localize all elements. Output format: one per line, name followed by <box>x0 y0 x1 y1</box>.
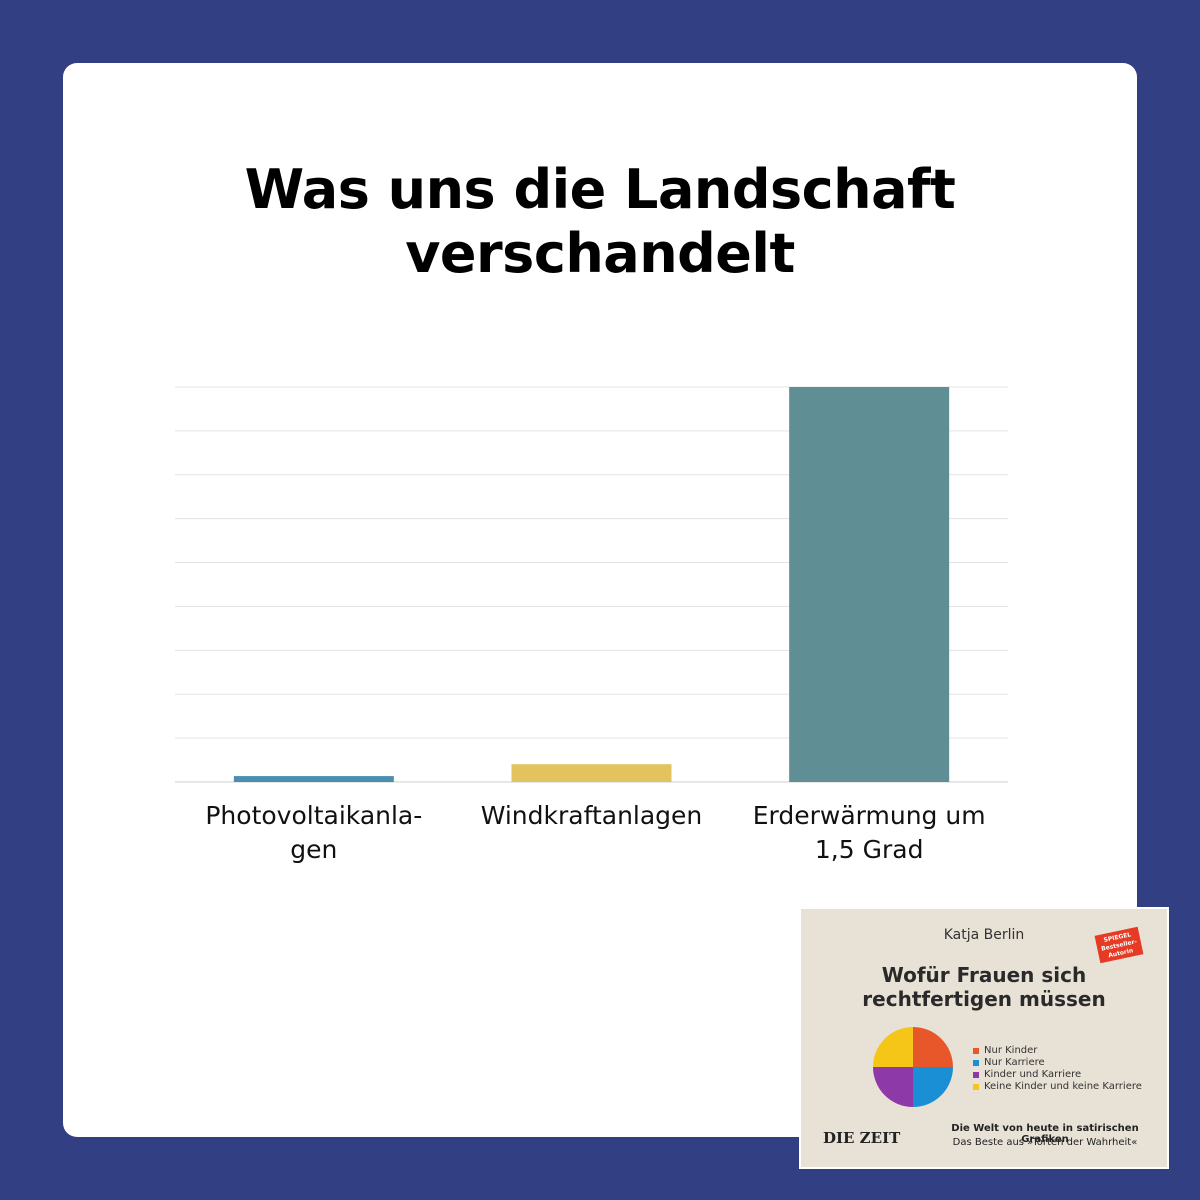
legend-label: Nur Karriere <box>984 1057 1045 1068</box>
legend-item: Kinder und Karriere <box>973 1069 1142 1081</box>
legend-swatch <box>973 1084 979 1090</box>
bar <box>789 387 950 782</box>
legend-item: Keine Kinder und keine Karriere <box>973 1081 1142 1093</box>
publisher-logo: DIE ZEIT <box>823 1129 901 1147</box>
pie-chart-icon <box>873 1027 953 1107</box>
legend-label: Keine Kinder und keine Karriere <box>984 1081 1142 1092</box>
legend-label: Kinder und Karriere <box>984 1069 1082 1080</box>
bar <box>233 776 394 782</box>
chart-title-line-1: Was uns die Landschaft <box>244 158 956 221</box>
book-title-line-2: rechtfertigen müssen <box>862 987 1106 1011</box>
bar <box>511 764 672 782</box>
x-tick-label-line: Photovoltaikanla- <box>205 801 422 830</box>
book-pie-legend: Nur Kinder Nur Karriere Kinder und Karri… <box>973 1045 1142 1093</box>
x-tick-label-line: Erderwärmung um <box>753 801 986 830</box>
legend-swatch <box>973 1048 979 1054</box>
chart-title: Was uns die Landschaft verschandelt <box>0 158 1200 286</box>
book-tagline: Die Welt von heute in satirischen Grafik… <box>951 1123 1139 1145</box>
book-subtagline: Das Beste aus »Torten der Wahrheit« <box>952 1137 1138 1148</box>
x-tick-label: Windkraftanlagen <box>481 801 703 830</box>
x-tick-label-line: Windkraftanlagen <box>481 801 703 830</box>
x-tick-label: Erderwärmung um 1,5 Grad <box>753 801 986 864</box>
chart-title-line-2: verschandelt <box>405 222 795 285</box>
legend-swatch <box>973 1060 979 1066</box>
x-tick-label: Photovoltaikanla-gen <box>205 801 422 864</box>
x-tick-label-line: gen <box>290 835 337 864</box>
book-cover-ad[interactable]: Katja Berlin SPIEGEL Bestseller- Autorin… <box>799 907 1169 1169</box>
legend-item: Nur Karriere <box>973 1057 1142 1069</box>
legend-label: Nur Kinder <box>984 1045 1038 1056</box>
book-title: Wofür Frauen sich rechtfertigen müssen <box>801 963 1167 1011</box>
x-tick-label-line: 1,5 Grad <box>815 835 924 864</box>
book-author: Katja Berlin <box>943 927 1025 943</box>
book-title-line-1: Wofür Frauen sich <box>881 963 1087 987</box>
legend-item: Nur Kinder <box>973 1045 1142 1057</box>
legend-swatch <box>973 1072 979 1078</box>
